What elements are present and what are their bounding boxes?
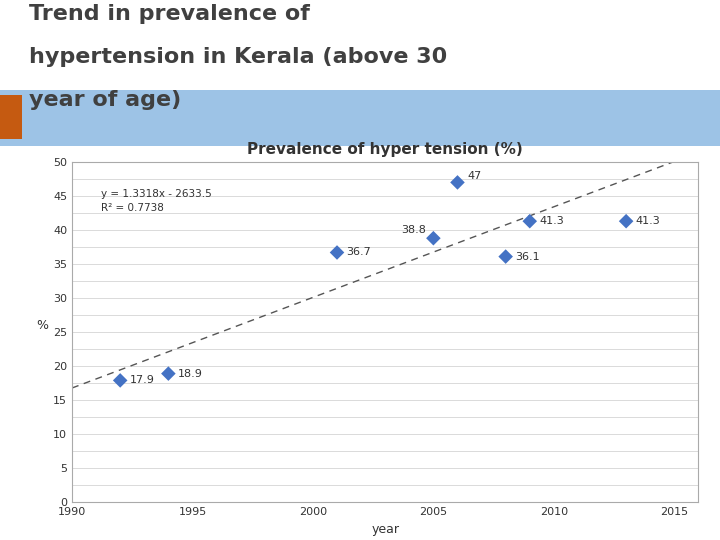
FancyBboxPatch shape <box>0 95 22 138</box>
Text: 36.1: 36.1 <box>516 252 540 261</box>
Point <box>451 178 463 187</box>
Title: Prevalence of hyper tension (%): Prevalence of hyper tension (%) <box>248 141 523 157</box>
Text: 41.3: 41.3 <box>636 216 660 226</box>
Text: 17.9: 17.9 <box>130 375 155 386</box>
FancyBboxPatch shape <box>0 90 720 146</box>
Text: 41.3: 41.3 <box>539 216 564 226</box>
Text: hypertension in Kerala (above 30: hypertension in Kerala (above 30 <box>29 46 447 66</box>
Point <box>331 248 343 257</box>
Point <box>621 217 632 226</box>
Text: Trend in prevalence of: Trend in prevalence of <box>29 4 310 24</box>
Point <box>428 234 439 242</box>
Text: 18.9: 18.9 <box>178 369 203 379</box>
Point <box>524 217 536 226</box>
Text: year of age): year of age) <box>29 90 181 110</box>
Text: 47: 47 <box>467 171 482 181</box>
Point <box>114 376 126 384</box>
Text: y = 1.3318x - 2633.5: y = 1.3318x - 2633.5 <box>101 190 212 199</box>
Text: 36.7: 36.7 <box>346 247 372 258</box>
Y-axis label: %: % <box>36 319 48 332</box>
X-axis label: year: year <box>372 523 399 536</box>
Point <box>163 369 174 378</box>
Text: R² = 0.7738: R² = 0.7738 <box>101 203 163 213</box>
Text: 38.8: 38.8 <box>401 225 426 235</box>
Point <box>500 252 511 261</box>
